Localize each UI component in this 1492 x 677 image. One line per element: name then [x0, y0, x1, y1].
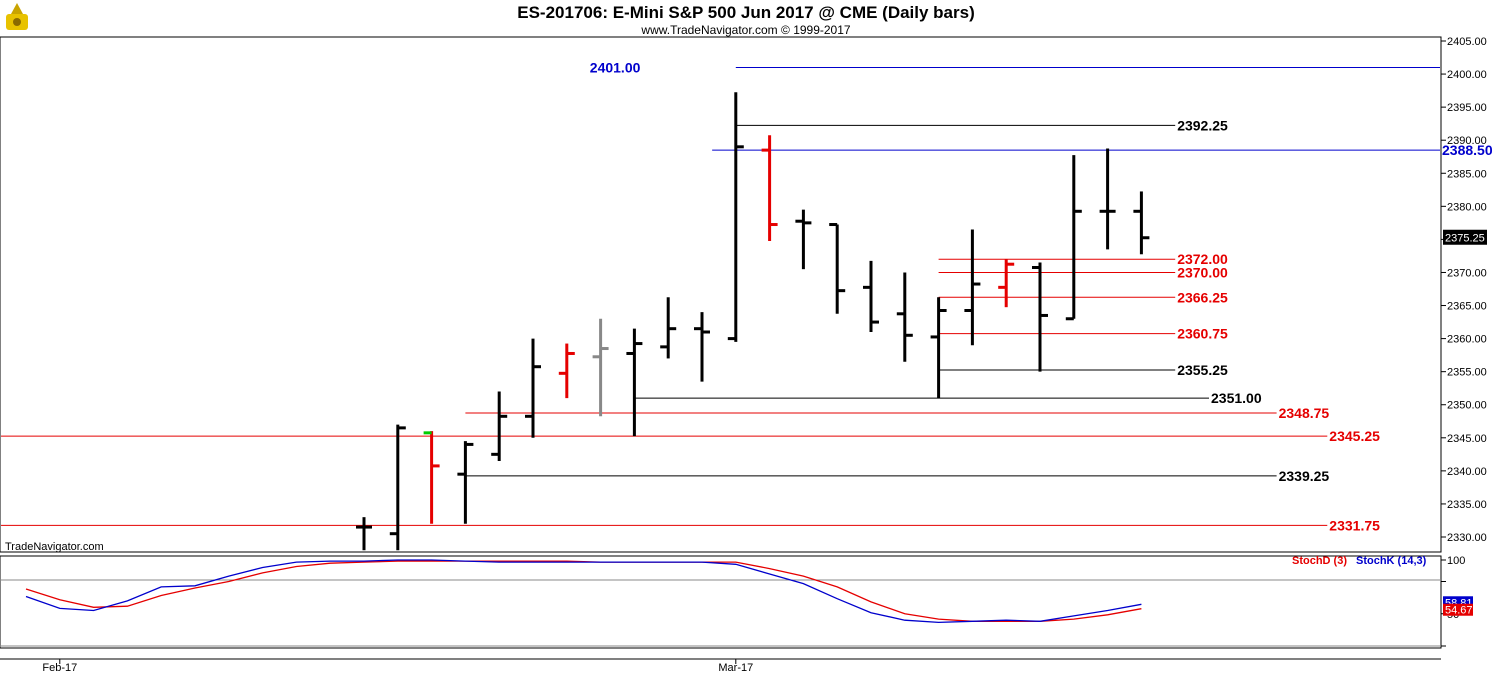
date-tick-label: Feb-17 [42, 662, 77, 674]
price-tick-label: 2400.00 [1447, 69, 1487, 81]
level-label: 2345.25 [1329, 428, 1380, 444]
ohlc-bar [998, 259, 1015, 308]
price-tick-label: 2385.00 [1447, 168, 1487, 180]
ohlc-bar [525, 338, 541, 438]
ohlc-bars [356, 92, 1150, 551]
price-tick-label: 2350.00 [1447, 400, 1487, 412]
price-axis: 2405.00 2400.00 2395.00 2390.00 2385.00 2380.… [1441, 36, 1487, 544]
ohlc-bar [1099, 148, 1116, 250]
level-label: 2339.25 [1279, 468, 1330, 484]
last-price-value: 2375.25 [1445, 233, 1485, 245]
stoch-d-tag [1443, 603, 1473, 616]
level-label: 2331.75 [1329, 517, 1380, 533]
level-label: 2351.00 [1211, 390, 1262, 406]
level-label: 2348.75 [1279, 405, 1330, 421]
price-tick-label: 2380.00 [1447, 201, 1487, 213]
ohlc-bar [930, 297, 947, 399]
ohlc-bar [727, 92, 744, 342]
date-axis: Feb-17 Mar-17 [42, 659, 753, 674]
price-tick-label: 2340.00 [1447, 466, 1487, 478]
price-tick-label: 2405.00 [1447, 36, 1487, 48]
last-price-tag [1443, 229, 1487, 245]
ohlc-bar [389, 424, 406, 551]
ohlc-bar [660, 297, 677, 359]
ohlc-bar [896, 272, 913, 362]
price-tick-label: 2360.00 [1447, 334, 1487, 346]
level-label: 2355.25 [1177, 362, 1228, 378]
level-lines: 2401.002392.252388.502372.002370.002366.… [1, 59, 1492, 533]
price-tick-label: 2345.00 [1447, 433, 1487, 445]
ohlc-bar [761, 135, 778, 242]
stoch-d-legend: StochD (3) [1292, 555, 1347, 567]
ohlc-bar [626, 328, 643, 437]
ohlc-bar [356, 517, 372, 551]
ohlc-bar [423, 431, 440, 524]
stoch-plot-frame [0, 555, 1442, 649]
main-plot-frame [0, 36, 1442, 553]
level-label: 2370.00 [1177, 264, 1228, 280]
stoch-k-line [25, 559, 1142, 624]
date-tick-label: Mar-17 [718, 662, 753, 674]
price-tick-label: 2355.00 [1447, 367, 1487, 379]
ohlc-bar [1065, 155, 1082, 321]
watermark: TradeNavigator.com [5, 541, 104, 553]
ohlc-bar [491, 391, 508, 461]
price-tick-label: 2390.00 [1447, 135, 1487, 147]
level-label: 2372.00 [1177, 251, 1228, 267]
ohlc-bar [457, 441, 474, 524]
chart-title: ES-201706: E-Mini S&P 500 Jun 2017 @ CME… [517, 3, 975, 22]
price-tick-label: 2330.00 [1447, 532, 1487, 544]
ohlc-bar [694, 312, 710, 382]
ohlc-bar [558, 343, 575, 399]
logo-icon [6, 3, 28, 30]
ohlc-bar [592, 318, 609, 417]
ohlc-bar [1133, 191, 1150, 255]
level-label: 2388.50 [1442, 142, 1492, 158]
ohlc-bar [795, 209, 812, 270]
ohlc-bar [829, 223, 846, 314]
price-tick-label: 2335.00 [1447, 499, 1487, 511]
stoch-k-legend: StochK (14,3) [1356, 555, 1427, 567]
price-tick-label: 2395.00 [1447, 102, 1487, 114]
stoch-d-tag-value: 54.67 [1445, 605, 1473, 617]
level-label: 2366.25 [1177, 289, 1228, 305]
level-label: 2401.00 [590, 59, 641, 75]
level-label: 2392.25 [1177, 117, 1228, 133]
price-tick-label: 2365.00 [1447, 301, 1487, 313]
level-label: 2360.75 [1177, 326, 1228, 342]
chart-subtitle: www.TradeNavigator.com © 1999-2017 [640, 23, 850, 37]
price-tick-label: 2370.00 [1447, 267, 1487, 279]
stoch-tick-label: 100 [1447, 555, 1465, 567]
ohlc-bar [1032, 262, 1048, 372]
ohlc-bar [964, 229, 981, 346]
ohlc-bar [863, 260, 879, 332]
